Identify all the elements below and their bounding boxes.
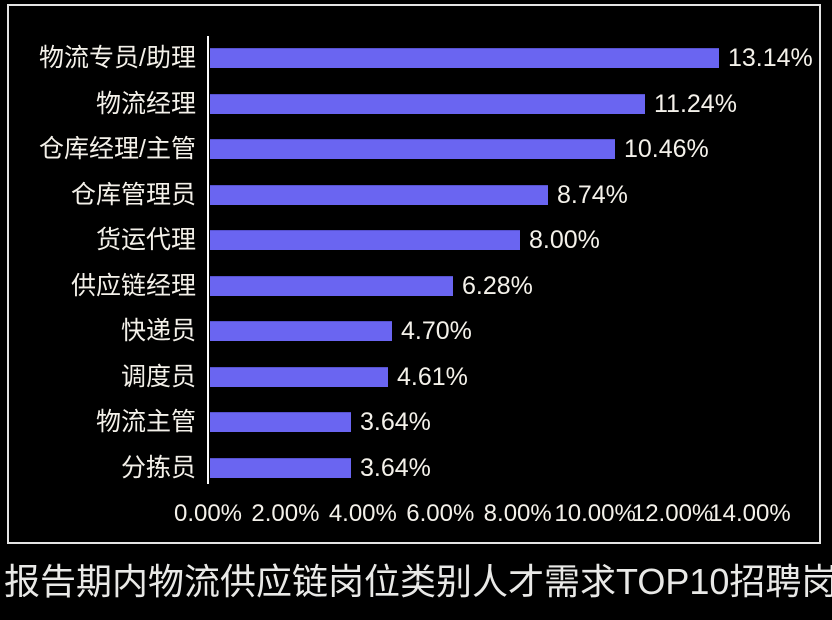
category-label: 仓库经理/主管 [39, 135, 196, 163]
bar [210, 48, 719, 68]
category-label: 物流经理 [95, 89, 196, 118]
x-tick-label: 14.00% [709, 500, 791, 527]
value-label: 13.14% [728, 44, 813, 72]
value-label: 11.24% [654, 89, 737, 118]
x-tick-label: 10.00% [554, 500, 636, 527]
y-axis-line [207, 36, 209, 484]
bar [210, 230, 520, 250]
x-tick-label: 0.00% [173, 500, 243, 527]
category-label: 物流主管 [95, 408, 196, 436]
value-label: 6.28% [462, 271, 533, 300]
value-label: 8.00% [529, 226, 600, 254]
category-label: 快递员 [120, 317, 196, 345]
bar [210, 457, 351, 478]
category-label: 仓库管理员 [70, 180, 196, 209]
x-tick-label: 8.00% [483, 500, 552, 527]
value-label: 10.46% [624, 135, 709, 163]
bar [210, 93, 645, 114]
bar [210, 275, 453, 296]
value-label: 3.64% [360, 408, 431, 436]
x-tick-label: 6.00% [406, 500, 475, 527]
value-label: 3.64% [360, 453, 431, 482]
value-label: 4.61% [397, 362, 468, 391]
category-label: 货运代理 [95, 226, 196, 254]
category-label: 分拣员 [120, 453, 196, 482]
category-label: 物流专员/助理 [39, 44, 196, 72]
bar [210, 412, 351, 432]
x-tick-label: 4.00% [328, 500, 397, 527]
category-label: 调度员 [120, 362, 196, 391]
bar [210, 321, 392, 341]
x-tick-label: 2.00% [251, 500, 320, 527]
value-label: 8.74% [557, 180, 628, 209]
bar [210, 366, 388, 387]
bar [210, 184, 548, 205]
chart-title: 报告期内物流供应链岗位类别人才需求TOP10招聘岗位 [4, 561, 832, 602]
x-tick-label: 12.00% [631, 500, 714, 527]
category-label: 供应链经理 [70, 271, 196, 300]
value-label: 4.70% [401, 317, 472, 345]
bar [210, 139, 615, 159]
